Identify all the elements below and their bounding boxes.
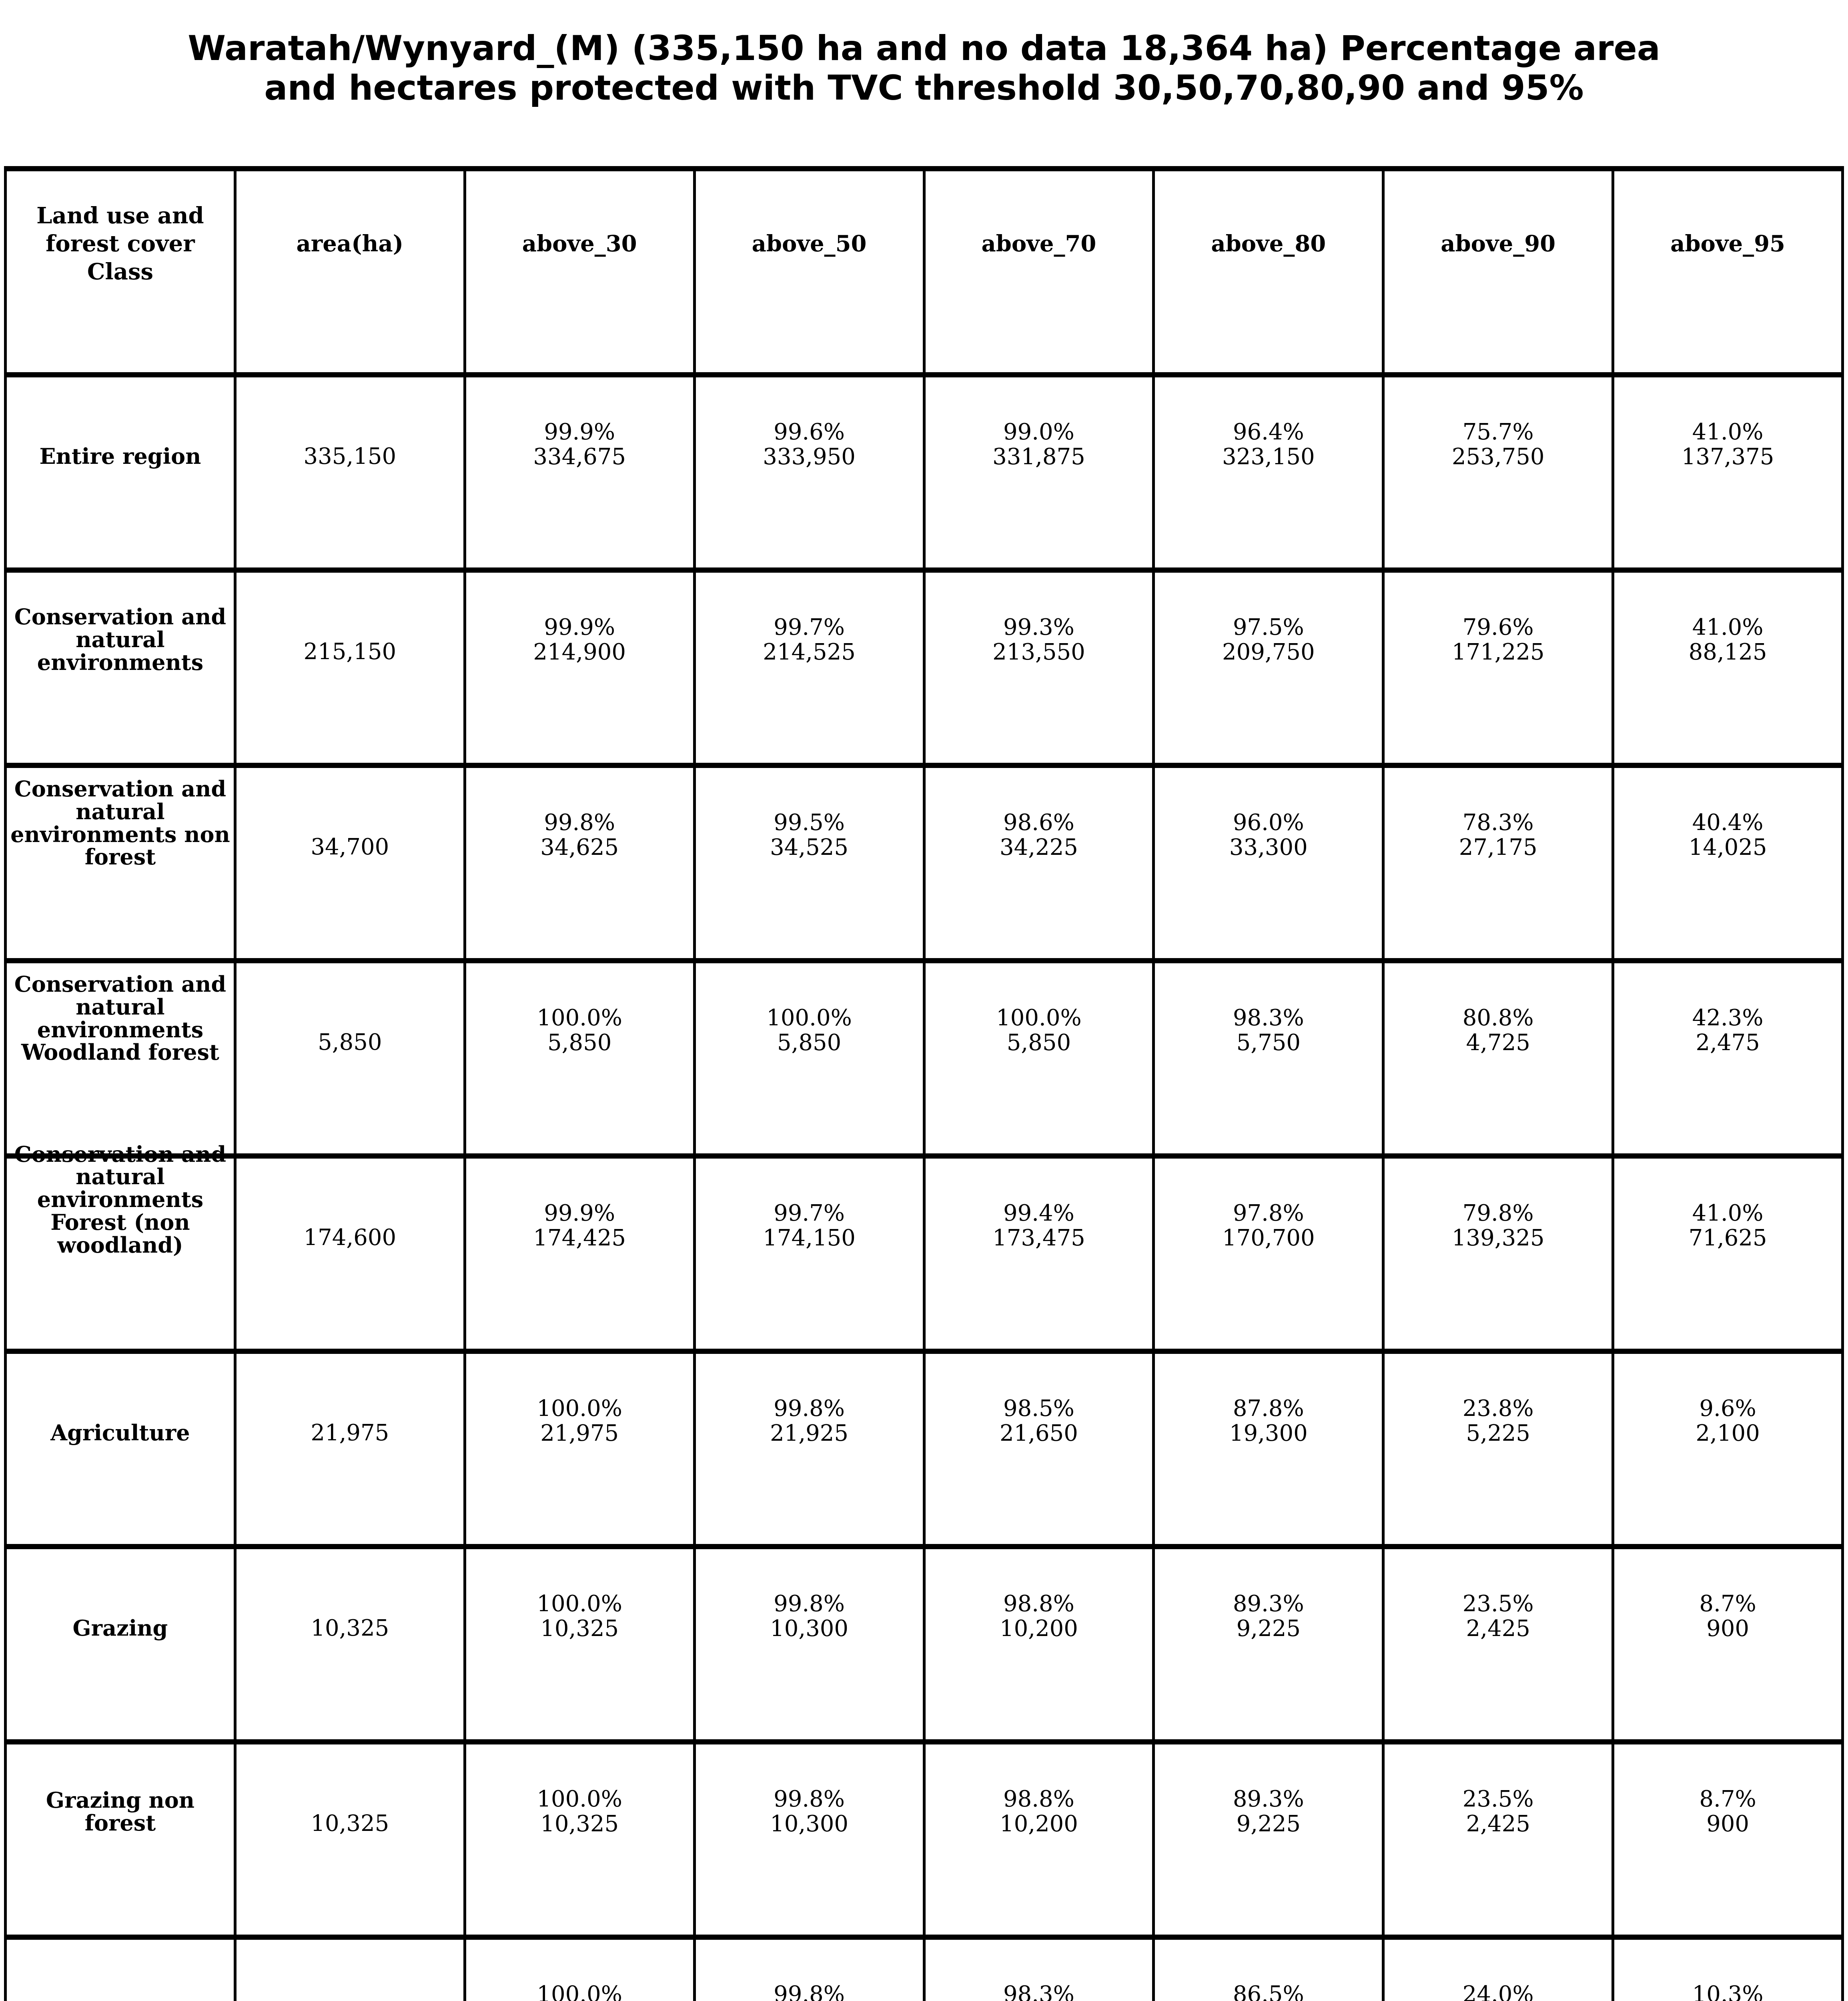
above-80-cell: 96.0% 33,300: [1152, 763, 1385, 963]
above-80-cell: 87.8% 19,300: [1152, 1349, 1385, 1549]
header-above-70: above_70: [922, 166, 1155, 377]
table-row: Irrigation 11,650 100.0%11,650 99.8%11,6…: [4, 1935, 1844, 2001]
header-area-ha: area(ha): [233, 166, 466, 377]
above-70-cell: 98.6% 34,225: [922, 763, 1155, 963]
above-95-cell: 42.3% 2,475: [1611, 958, 1844, 1159]
tvc-threshold-table: Land use and forest cover Class area(ha)…: [4, 166, 1844, 2001]
area-cell: 335,150: [233, 372, 466, 573]
above-90-cell: 23.8% 5,225: [1382, 1349, 1615, 1549]
table-row: Agriculture 21,975 100.0% 21,975 99.8% 21,…: [4, 1349, 1844, 1549]
above-95-cell: 8.7% 900: [1611, 1544, 1844, 1744]
header-above-90: above_90: [1382, 166, 1615, 377]
title-line-2: and hectares protected with TVC threshol…: [264, 68, 1584, 108]
above-80-cell: 86.5%10,075: [1152, 1935, 1385, 2001]
above-90-cell: 79.6% 171,225: [1382, 567, 1615, 768]
above-30-cell: 100.0% 10,325: [463, 1544, 696, 1744]
above-30-cell: 100.0% 21,975: [463, 1349, 696, 1549]
above-30-cell: 99.9% 334,675: [463, 372, 696, 573]
row-label-cell: Conservation and natural environments no…: [4, 763, 237, 963]
above-90-cell: 75.7% 253,750: [1382, 372, 1615, 573]
above-80-cell: 97.5% 209,750: [1152, 567, 1385, 768]
header-above-80: above_80: [1152, 166, 1385, 377]
above-50-cell: 100.0% 5,850: [693, 958, 926, 1159]
table-row: Conservation and natural environments Fo…: [4, 1143, 1844, 1354]
above-80-cell: 97.8% 170,700: [1152, 1153, 1385, 1354]
above-50-cell: 99.7% 174,150: [693, 1153, 926, 1354]
area-cell: 21,975: [233, 1349, 466, 1549]
table-row: Conservation and natural environments no…: [4, 763, 1844, 963]
area-cell: 10,325: [233, 1739, 466, 1940]
table-row: Conservation and natural environments 21…: [4, 567, 1844, 768]
page-title: Waratah/Wynyard_(M) (335,150 ha and no d…: [0, 28, 1848, 109]
above-95-cell: 40.4% 14,025: [1611, 763, 1844, 963]
above-50-cell: 99.6% 333,950: [693, 372, 926, 573]
above-30-cell: 99.8% 34,625: [463, 763, 696, 963]
above-80-cell: 98.3% 5,750: [1152, 958, 1385, 1159]
above-80-cell: 89.3% 9,225: [1152, 1739, 1385, 1940]
area-cell: 215,150: [233, 567, 466, 768]
above-50-cell: 99.7% 214,525: [693, 567, 926, 768]
above-70-cell: 98.8% 10,200: [922, 1739, 1155, 1940]
above-95-cell: 10.3%1,200: [1611, 1935, 1844, 2001]
above-50-cell: 99.8% 21,925: [693, 1349, 926, 1549]
header-land-use: Land use and forest cover Class: [4, 166, 237, 377]
above-70-cell: 98.5% 21,650: [922, 1349, 1155, 1549]
row-label-cell: Agriculture: [4, 1349, 237, 1549]
above-70-cell: 100.0% 5,850: [922, 958, 1155, 1159]
table-row: Entire region 335,150 99.9% 334,675 99.6%…: [4, 372, 1844, 573]
above-30-cell: 100.0%11,650: [463, 1935, 696, 2001]
above-70-cell: 99.0% 331,875: [922, 372, 1155, 573]
row-label-cell: Entire region: [4, 372, 237, 573]
above-70-cell: 99.4% 173,475: [922, 1153, 1155, 1354]
above-90-cell: 79.8% 139,325: [1382, 1153, 1615, 1354]
above-50-cell: 99.5% 34,525: [693, 763, 926, 963]
above-95-cell: 9.6% 2,100: [1611, 1349, 1844, 1549]
area-cell: 10,325: [233, 1544, 466, 1744]
header-above-95: above_95: [1611, 166, 1844, 377]
above-50-cell: 99.8%11,625: [693, 1935, 926, 2001]
above-70-cell: 98.3%11,450: [922, 1935, 1155, 2001]
table-header-row: Land use and forest cover Class area(ha)…: [4, 166, 1844, 377]
above-90-cell: 23.5% 2,425: [1382, 1739, 1615, 1940]
table-row: Grazing non forest 10,325 100.0% 10,325 9…: [4, 1739, 1844, 1940]
row-label-cell: Conservation and natural environments: [4, 567, 237, 768]
area-cell: 11,650: [233, 1935, 466, 2001]
above-30-cell: 100.0% 10,325: [463, 1739, 696, 1940]
above-50-cell: 99.8% 10,300: [693, 1544, 926, 1744]
above-90-cell: 80.8% 4,725: [1382, 958, 1615, 1159]
above-90-cell: 24.0%2,800: [1382, 1935, 1615, 2001]
above-80-cell: 89.3% 9,225: [1152, 1544, 1385, 1744]
table-row: Conservation and natural environments Wo…: [4, 958, 1844, 1159]
above-30-cell: 100.0% 5,850: [463, 958, 696, 1159]
table-row: Grazing 10,325 100.0% 10,325 99.8% 10,300 …: [4, 1544, 1844, 1744]
row-label-cell: Conservation and natural environments Fo…: [4, 1143, 237, 1354]
header-above-30: above_30: [463, 166, 696, 377]
above-30-cell: 99.9% 174,425: [463, 1153, 696, 1354]
area-cell: 5,850: [233, 958, 466, 1159]
above-90-cell: 23.5% 2,425: [1382, 1544, 1615, 1744]
row-label-cell: Grazing: [4, 1544, 237, 1744]
above-30-cell: 99.9% 214,900: [463, 567, 696, 768]
header-above-50: above_50: [693, 166, 926, 377]
row-label-cell: Grazing non forest: [4, 1739, 237, 1940]
above-95-cell: 8.7% 900: [1611, 1739, 1844, 1940]
above-70-cell: 98.8% 10,200: [922, 1544, 1155, 1744]
above-50-cell: 99.8% 10,300: [693, 1739, 926, 1940]
above-95-cell: 41.0% 88,125: [1611, 567, 1844, 768]
row-label-cell: Conservation and natural environments Wo…: [4, 958, 237, 1159]
area-cell: 34,700: [233, 763, 466, 963]
above-90-cell: 78.3% 27,175: [1382, 763, 1615, 963]
above-95-cell: 41.0% 137,375: [1611, 372, 1844, 573]
above-80-cell: 96.4% 323,150: [1152, 372, 1385, 573]
title-line-1: Waratah/Wynyard_(M) (335,150 ha and no d…: [188, 28, 1660, 68]
above-95-cell: 41.0% 71,625: [1611, 1153, 1844, 1354]
row-label-cell: Irrigation: [4, 1935, 237, 2001]
above-70-cell: 99.3% 213,550: [922, 567, 1155, 768]
area-cell: 174,600: [233, 1153, 466, 1354]
